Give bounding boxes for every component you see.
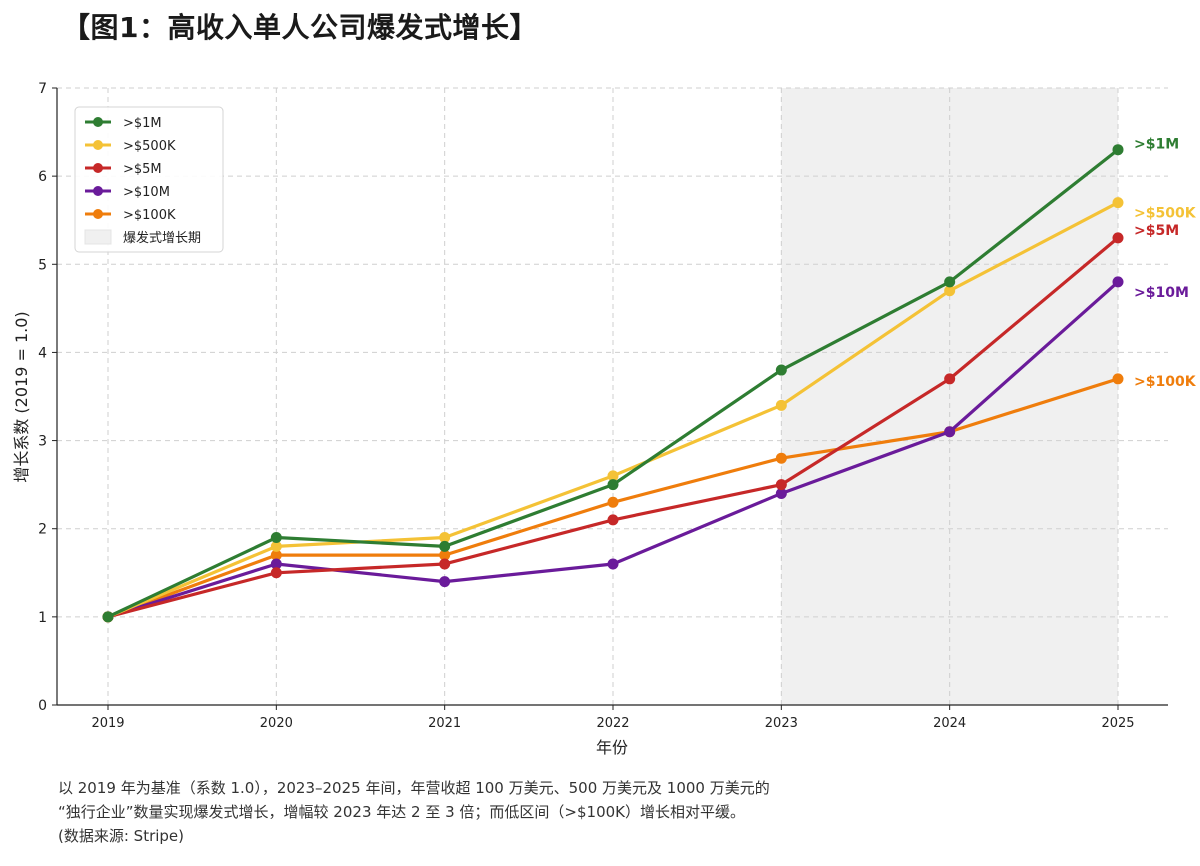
legend-label: >$1M xyxy=(123,116,162,131)
end-label-layer: >$1M >$500K>$5M >$10M >$100K xyxy=(1134,137,1197,390)
data-point xyxy=(944,285,956,297)
series->$1M xyxy=(102,144,1124,623)
legend: >$1M >$500K >$5M >$10M >$100K 爆发式增长期 xyxy=(74,106,224,253)
legend-marker xyxy=(93,117,103,127)
y-tick-label: 4 xyxy=(38,345,47,361)
x-tick-label: 2023 xyxy=(765,716,798,731)
data-point xyxy=(270,532,282,544)
data-point xyxy=(270,549,282,561)
data-point xyxy=(775,452,787,464)
data-point xyxy=(270,540,282,552)
legend-label: >$5M xyxy=(123,162,162,177)
data-point xyxy=(439,576,451,588)
y-axis-label: 增长系数 (2019 = 1.0) xyxy=(12,311,31,482)
data-point xyxy=(775,364,787,376)
data-point xyxy=(1112,373,1124,385)
x-tick-label: 2021 xyxy=(428,716,461,731)
y-tick-label: 1 xyxy=(38,610,47,626)
legend-shade-swatch xyxy=(84,229,112,245)
legend-marker xyxy=(93,163,103,173)
x-tick-label: 2024 xyxy=(933,716,966,731)
data-point xyxy=(1112,144,1124,156)
y-tick-label: 0 xyxy=(38,698,47,714)
data-point xyxy=(944,426,956,438)
x-tick-label: 2025 xyxy=(1101,716,1134,731)
series-end-label: >$1M xyxy=(1134,137,1179,153)
caption-line-3: (数据来源: Stripe) xyxy=(58,827,185,845)
chart-caption: 以 2019 年为基准（系数 1.0），2023–2025 年间，年营收超 10… xyxy=(58,776,1158,848)
y-tick-label: 6 xyxy=(38,169,47,185)
x-tick-label: 2019 xyxy=(91,716,124,731)
series-end-label: >$100K xyxy=(1134,374,1197,390)
x-tick-label: 2022 xyxy=(596,716,629,731)
data-point xyxy=(944,373,956,385)
y-tick-label: 3 xyxy=(38,434,47,450)
data-point xyxy=(775,487,787,499)
series-layer xyxy=(102,144,1124,623)
series-end-label: >$500K xyxy=(1134,206,1197,222)
legend-box xyxy=(74,106,224,253)
data-point xyxy=(607,496,619,508)
y-tick-label: 5 xyxy=(38,257,47,273)
data-point xyxy=(607,479,619,491)
legend-label: >$100K xyxy=(123,208,176,223)
data-point xyxy=(1112,197,1124,209)
page-title: 【图1：高收入单人公司爆发式增长】 xyxy=(62,11,538,44)
data-point xyxy=(102,611,114,623)
legend-label: >$500K xyxy=(123,139,176,154)
data-point xyxy=(775,479,787,491)
legend-marker xyxy=(93,186,103,196)
legend-marker xyxy=(93,209,103,219)
legend-marker xyxy=(93,140,103,150)
y-tick-label: 7 xyxy=(38,81,47,97)
data-point xyxy=(439,532,451,544)
data-point xyxy=(439,549,451,561)
data-point xyxy=(270,567,282,579)
data-point xyxy=(439,540,451,552)
x-tick-label: 2020 xyxy=(260,716,293,731)
data-point xyxy=(270,558,282,570)
legend-label: >$10M xyxy=(123,185,170,200)
series-end-label: >$10M xyxy=(1134,285,1189,301)
x-axis-label: 年份 xyxy=(596,738,628,757)
data-point xyxy=(607,470,619,482)
series-end-label: >$5M xyxy=(1134,223,1179,239)
axes-layer: 0 1 2 3 4 5 6 7 2019 2020 2021 2022 2023 2024 2025 xyxy=(38,81,1168,731)
data-point xyxy=(607,558,619,570)
data-point xyxy=(775,399,787,411)
caption-line-1: 以 2019 年为基准（系数 1.0），2023–2025 年间，年营收超 10… xyxy=(58,779,770,797)
data-point xyxy=(1112,232,1124,244)
data-point xyxy=(439,558,451,570)
legend-label: 爆发式增长期 xyxy=(123,230,201,246)
data-point xyxy=(607,514,619,526)
series->$10M xyxy=(102,276,1124,623)
y-tick-label: 2 xyxy=(38,522,47,538)
caption-line-2: “独行企业”数量实现爆发式增长，增幅较 2023 年达 2 至 3 倍；而低区间… xyxy=(58,803,745,821)
data-point xyxy=(944,276,956,288)
data-point xyxy=(1112,276,1124,288)
